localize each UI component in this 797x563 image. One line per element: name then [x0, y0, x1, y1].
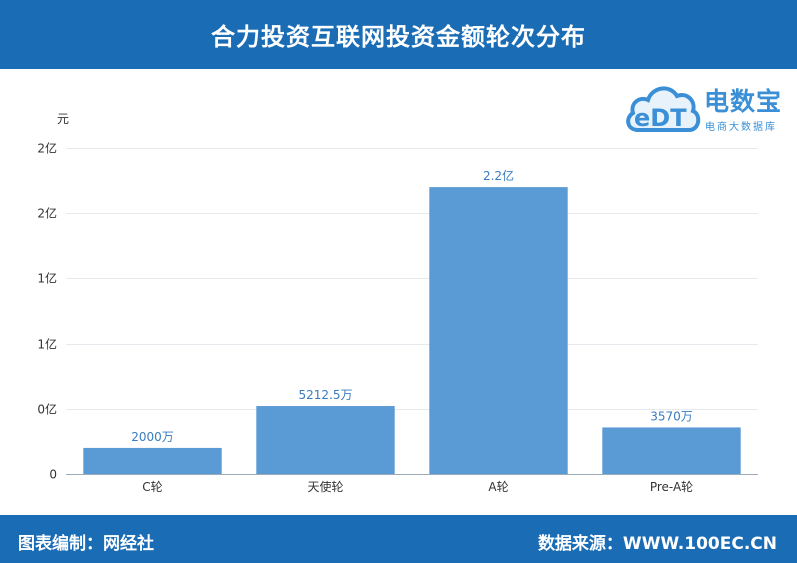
- footer-source: 数据来源：WWW.100EC.CN: [537, 534, 777, 554]
- x-tick-label: A轮: [488, 480, 508, 494]
- data-label: 2.2亿: [483, 168, 514, 183]
- footer-bar: 图表编制：网经社 数据来源：WWW.100EC.CN: [0, 515, 797, 563]
- data-label: 3570万: [650, 409, 693, 423]
- y-tick-label: 1亿: [37, 271, 57, 286]
- logo-brand: 电数宝: [704, 87, 783, 116]
- y-tick-label: 0: [49, 468, 57, 482]
- y-tick-label: 2亿: [37, 141, 57, 156]
- bar: [429, 187, 568, 474]
- grid-lines: [66, 148, 758, 410]
- x-tick-label: Pre-A轮: [650, 480, 693, 494]
- logo-mark-text: eDT: [634, 104, 687, 132]
- y-tick-label: 1亿: [37, 337, 57, 352]
- y-axis-unit: 元: [57, 112, 70, 126]
- data-label: 5212.5万: [299, 388, 353, 402]
- data-labels: 2000万 5212.5万 2.2亿 3570万: [131, 168, 693, 444]
- header-bar: 合力投资互联网投资金额轮次分布: [0, 0, 797, 69]
- y-tick-label: 0亿: [37, 402, 57, 417]
- footer-credit: 图表编制：网经社: [18, 534, 154, 554]
- cloud-logo-icon: eDT: [626, 86, 701, 132]
- y-tick-labels: 0 0亿 1亿 1亿 2亿 2亿: [37, 141, 57, 482]
- bar: [256, 406, 395, 474]
- data-label: 2000万: [131, 430, 174, 444]
- x-tick-labels: C轮 天使轮 A轮 Pre-A轮: [142, 479, 693, 494]
- bars: [83, 187, 741, 474]
- bar: [602, 427, 741, 474]
- logo-subtitle: 电商大数据库: [705, 122, 777, 133]
- y-tick-label: 2亿: [37, 206, 57, 221]
- logo: eDT 电数宝 电商大数据库: [624, 74, 794, 140]
- x-tick-label: 天使轮: [307, 479, 343, 494]
- x-tick-label: C轮: [142, 480, 162, 494]
- page-title: 合力投资互联网投资金额轮次分布: [211, 23, 586, 51]
- bar: [83, 447, 222, 474]
